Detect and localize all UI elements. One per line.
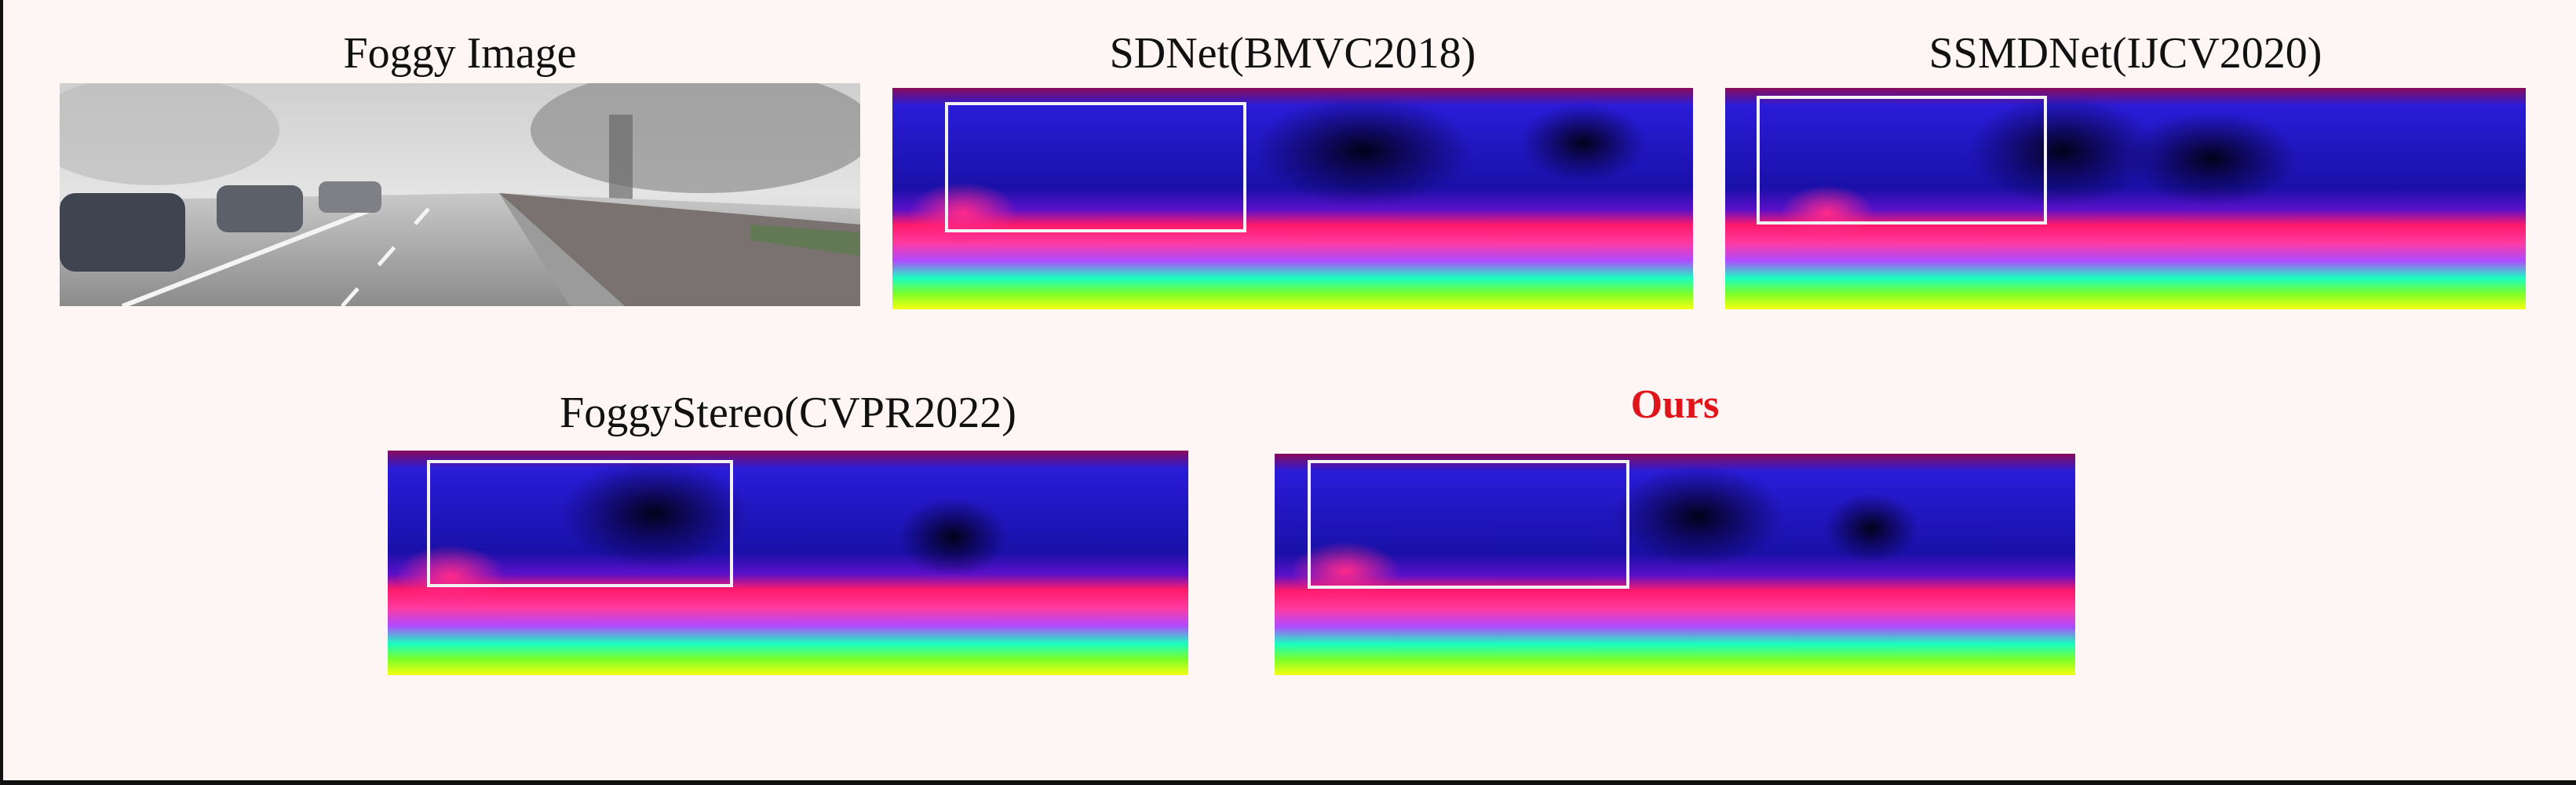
highlight-box xyxy=(1757,96,2047,225)
highlight-box xyxy=(427,460,733,587)
caption-ours: Ours xyxy=(1630,382,1720,427)
highlight-box xyxy=(1308,460,1629,589)
caption-foggystereo: FoggyStereo(CVPR2022) xyxy=(560,389,1016,437)
caption-sdnet: SDNet(BMVC2018) xyxy=(1109,29,1476,78)
foggy-photo xyxy=(60,83,860,306)
highlight-box xyxy=(945,102,1246,232)
foggystereo-disparity-map xyxy=(388,451,1188,675)
ssmdnet-disparity-map xyxy=(1725,88,2526,309)
caption-ssmdnet: SSMDNet(IJCV2020) xyxy=(1928,29,2322,78)
sdnet-disparity-map xyxy=(892,88,1693,309)
caption-foggy-image: Foggy Image xyxy=(343,29,577,78)
